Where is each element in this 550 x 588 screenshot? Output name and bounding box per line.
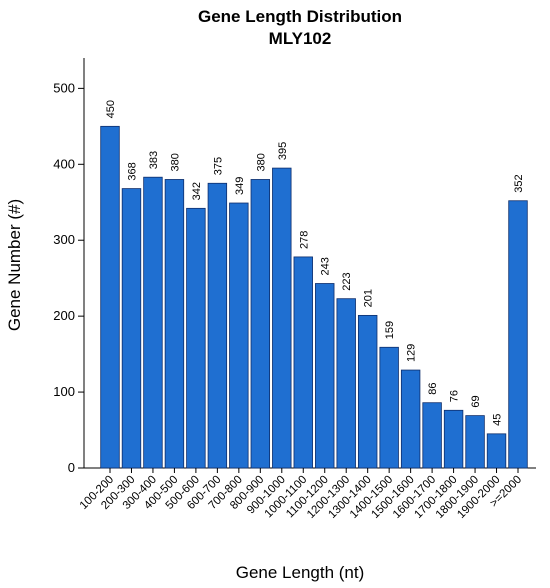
data-label: 76 xyxy=(449,390,461,402)
bar xyxy=(315,283,335,469)
data-label: 278 xyxy=(298,231,310,249)
data-label: 69 xyxy=(470,395,482,407)
data-label: 243 xyxy=(320,257,332,275)
data-label: 450 xyxy=(105,100,117,118)
plot-area: 0100200300400500100-200450200-300368300-… xyxy=(53,58,536,521)
y-tick-label: 0 xyxy=(68,460,75,475)
bar xyxy=(229,202,249,469)
y-tick-label: 100 xyxy=(53,384,75,399)
data-label: 159 xyxy=(384,321,396,339)
bar xyxy=(121,188,142,469)
bar xyxy=(443,409,464,469)
data-label: 223 xyxy=(341,272,353,290)
bar xyxy=(422,402,442,469)
data-label: 201 xyxy=(363,289,375,307)
bar xyxy=(486,433,507,469)
y-tick-label: 200 xyxy=(53,308,75,323)
chart-subtitle: MLY102 xyxy=(269,29,332,48)
bar xyxy=(465,415,485,469)
data-label: 129 xyxy=(406,344,418,362)
y-tick-label: 400 xyxy=(53,156,75,171)
data-label: 368 xyxy=(126,162,138,180)
bar xyxy=(508,200,528,469)
bar xyxy=(272,167,292,469)
y-tick-label: 500 xyxy=(53,80,75,95)
bar xyxy=(400,369,421,469)
data-label: 342 xyxy=(191,182,203,200)
bar xyxy=(336,298,356,469)
bar xyxy=(100,125,120,469)
data-label: 375 xyxy=(212,157,224,175)
bar xyxy=(250,179,271,469)
bar xyxy=(293,256,313,469)
y-tick-label: 300 xyxy=(53,232,75,247)
bar xyxy=(207,182,228,469)
data-label: 380 xyxy=(255,153,267,171)
data-label: 352 xyxy=(513,174,525,192)
bar xyxy=(143,176,163,469)
data-label: 349 xyxy=(234,177,246,195)
bar xyxy=(357,314,378,469)
data-label: 383 xyxy=(148,151,160,169)
data-label: 45 xyxy=(492,414,504,426)
bar xyxy=(164,179,185,469)
bar xyxy=(379,346,399,469)
bar xyxy=(186,207,206,469)
y-axis-label: Gene Number (#) xyxy=(5,199,24,331)
data-label: 395 xyxy=(277,142,289,160)
data-label: 86 xyxy=(427,382,439,394)
data-label: 380 xyxy=(169,153,181,171)
x-axis-label: Gene Length (nt) xyxy=(236,563,365,582)
chart-title: Gene Length Distribution xyxy=(198,7,402,26)
